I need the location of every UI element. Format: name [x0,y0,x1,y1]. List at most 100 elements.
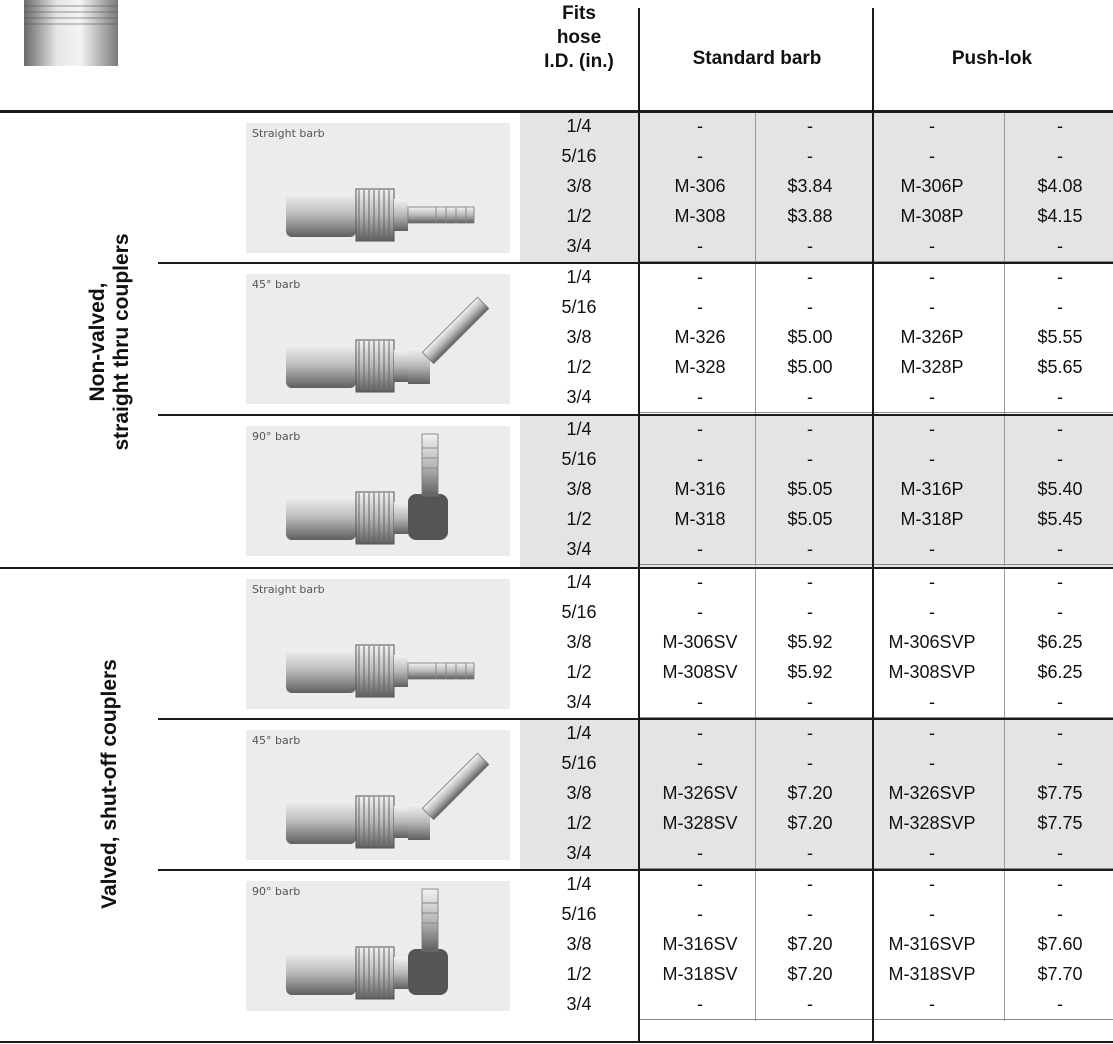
standard-part-cell: - [697,387,703,407]
standard-price-cell: - [807,904,813,924]
standard-price-cell: - [807,297,813,317]
pushlok-part-cell: M-328SVP [888,813,976,833]
standard-part-cell: M-308SV [662,662,738,682]
hose-size-cell: 1/2 [566,357,592,377]
pushlok-part-cell: - [929,539,935,559]
standard-price-cell: $3.84 [787,176,833,196]
column-separator [1004,720,1005,870]
coupler-thumbnail-image [24,0,118,66]
section-label-non-valved: Non-valved, straight thru couplers [86,192,134,492]
pushlok-price-cell: - [1057,297,1063,317]
standard-price-cell: - [807,874,813,894]
pushlok-part-cell: - [929,572,935,592]
straight-barb-coupler-icon [286,644,475,698]
pushlok-price-cell: - [1057,146,1063,166]
hose-size-cell: 1/4 [566,116,592,136]
hose-size-cell: 3/4 [566,236,592,256]
coupler-photo: 45° barb [246,274,510,404]
coupler-photo-label: 90° barb [252,430,301,443]
standard-part-cell: - [697,994,703,1014]
standard-price-cell: - [807,843,813,863]
standard-part-cell: - [697,116,703,136]
standard-price-cell: - [807,146,813,166]
column-separator [755,416,756,566]
pushlok-part-cell: - [929,236,935,256]
pushlok-part-cell: - [929,723,935,743]
standard-price-cell: $5.00 [787,357,833,377]
standard-price-cell: $7.20 [787,964,833,984]
pushlok-price-cell: $5.45 [1037,509,1083,529]
standard-part-cell: - [697,602,703,622]
standard-part-cell: - [697,449,703,469]
fits-line-3: I.D. (in.) [544,51,614,72]
standard-part-cell: M-328SV [662,813,738,833]
group-shading [520,720,1113,871]
standard-part-cell: - [697,297,703,317]
standard-part-cell: - [697,539,703,559]
pushlok-part-cell: M-306SVP [888,632,976,652]
pushlok-price-cell: - [1057,723,1063,743]
hose-size-cell: 1/2 [566,206,592,226]
elbow-90-barb-coupler-icon [286,433,448,545]
pushlok-part-cell: M-306P [900,176,964,196]
hose-size-cell: 1/4 [566,572,592,592]
standard-price-cell: $7.20 [787,813,833,833]
pushlok-price-cell: $5.40 [1037,479,1083,499]
row-underline [640,717,1113,718]
standard-part-cell: M-316SV [662,934,738,954]
pushlok-price-cell: $7.75 [1037,813,1083,833]
hose-size-cell: 1/2 [566,662,592,682]
coupler-photo: 90° barb [246,426,510,556]
pushlok-part-cell: M-326P [900,327,964,347]
coupler-photo-label: 90° barb [252,885,301,898]
pushlok-part-cell: - [929,843,935,863]
standard-part-cell: - [697,904,703,924]
standard-part-cell: - [697,572,703,592]
standard-price-cell: $5.05 [787,509,833,529]
pushlok-part-cell: M-316P [900,479,964,499]
hose-size-cell: 1/4 [566,874,592,894]
coupler-photo-label: 45° barb [252,734,301,747]
header-divider-right [872,8,874,1043]
pushlok-price-cell: $6.25 [1037,632,1083,652]
standard-price-cell: - [807,753,813,773]
pushlok-price-cell: $5.65 [1037,357,1083,377]
hose-size-cell: 5/16 [561,602,597,622]
hose-size-cell: 3/4 [566,539,592,559]
pushlok-price-cell: - [1057,874,1063,894]
hose-size-cell: 1/4 [566,723,592,743]
hose-size-cell: 3/4 [566,843,592,863]
standard-part-cell: M-318 [674,509,726,529]
standard-part-cell: - [697,267,703,287]
pushlok-price-cell: - [1057,692,1063,712]
standard-price-cell: - [807,692,813,712]
straight-barb-coupler-icon [286,188,475,242]
header-rule [0,110,1113,113]
pushlok-price-cell: - [1057,539,1063,559]
column-separator [1004,871,1005,1021]
standard-part-cell: - [697,753,703,773]
standard-price-cell: $5.92 [787,632,833,652]
standard-price-cell: - [807,387,813,407]
standard-price-cell: $3.88 [787,206,833,226]
section-label-line-2: straight thru couplers [110,233,133,451]
group-shading [520,113,1113,264]
group-divider [158,718,1113,720]
group-divider [158,869,1113,871]
header-divider-left [638,8,640,1043]
pushlok-part-cell: M-318P [900,509,964,529]
standard-part-cell: M-316 [674,479,726,499]
fits-line-2: hose [556,27,602,48]
pushlok-part-cell: M-318SVP [888,964,976,984]
group-divider [158,414,1113,416]
standard-part-cell: - [697,843,703,863]
hose-size-cell: 5/16 [561,146,597,166]
standard-price-cell: - [807,602,813,622]
hose-size-cell: 3/8 [566,176,592,196]
pushlok-price-cell: - [1057,572,1063,592]
coupler-photo-label: Straight barb [252,127,325,140]
push-lok-header: Push-lok [951,48,1033,69]
standard-price-cell: $5.00 [787,327,833,347]
standard-part-cell: M-318SV [662,964,738,984]
coupler-photo: 90° barb [246,881,510,1011]
